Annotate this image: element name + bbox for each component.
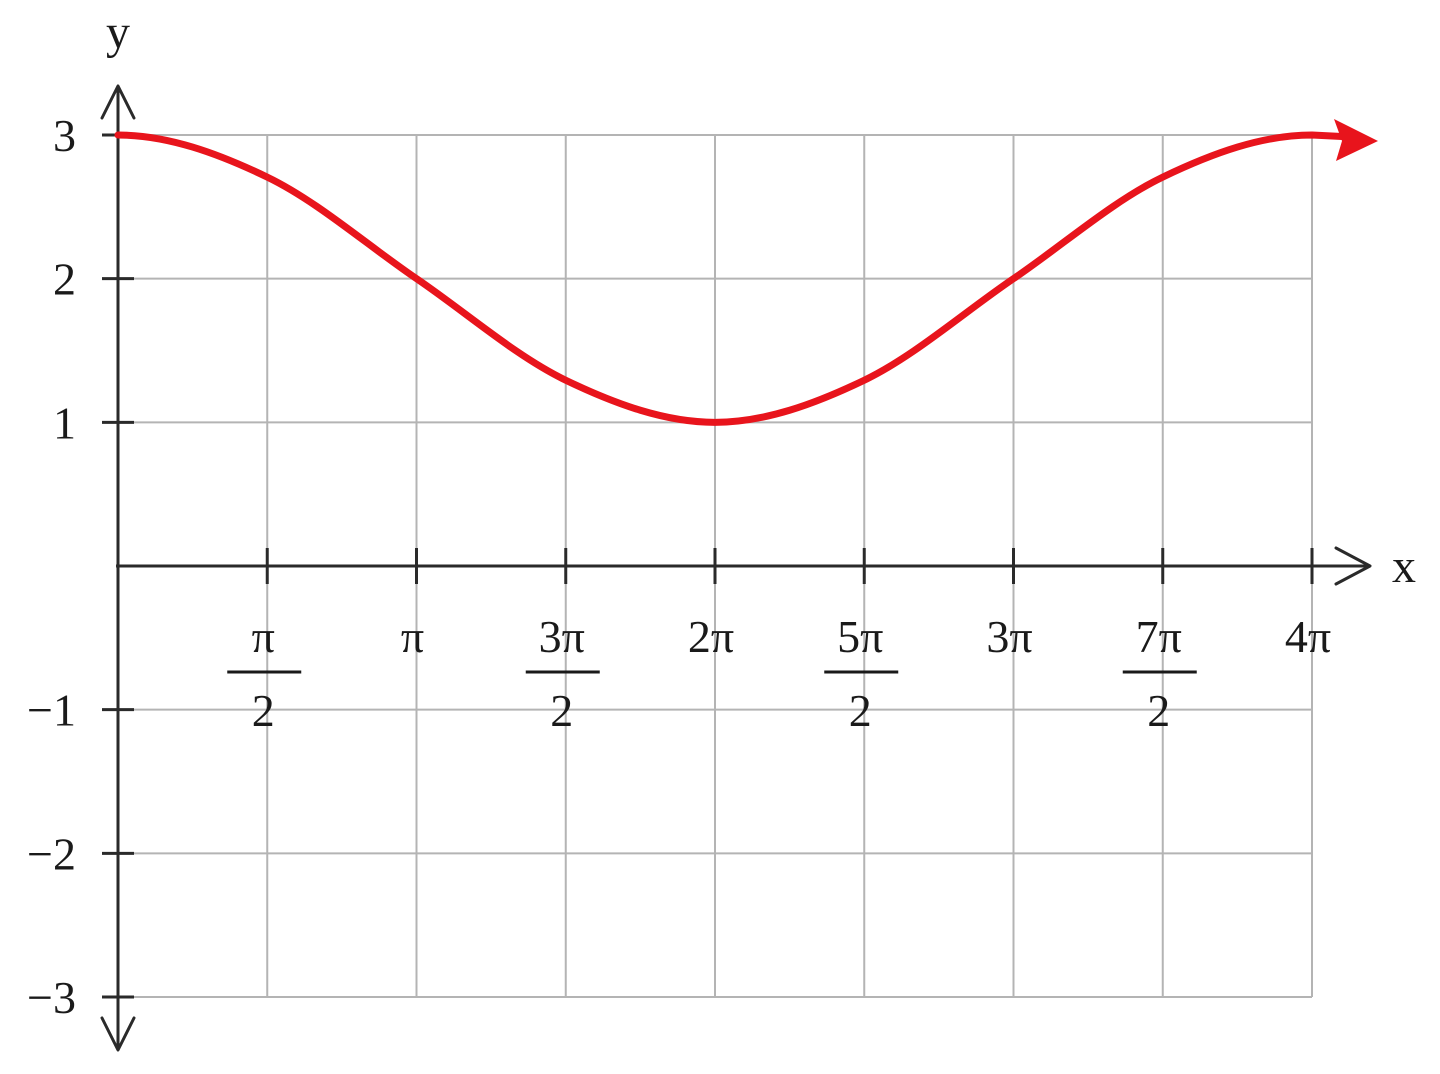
y-tick-label-2: 1	[53, 397, 76, 448]
x-tick-label-7: 4π	[1285, 611, 1331, 662]
y-tick-label-5: −3	[27, 972, 76, 1023]
series-point-0-0	[115, 132, 121, 138]
series-point-0-7	[1160, 174, 1166, 180]
series-point-0-8	[1309, 132, 1315, 138]
x-axis-arrow-icon	[1334, 546, 1372, 586]
x-tick-numerator-2: 3π	[539, 611, 585, 662]
series-layer	[114, 119, 1378, 426]
y-tick-label-1: 2	[53, 254, 76, 305]
series-point-0-2	[414, 276, 420, 282]
y-tick-label-0: 3	[53, 110, 76, 161]
series-point-0-4	[712, 419, 718, 425]
x-tick-numerator-6: 7π	[1136, 611, 1182, 662]
tick-marks	[102, 133, 1314, 999]
y-axis-label: y	[106, 6, 130, 59]
x-tick-denominator-2: 2	[550, 685, 573, 736]
series-point-0-6	[1011, 276, 1017, 282]
y-tick-label-4: −2	[27, 828, 76, 879]
x-tick-denominator-0: 2	[252, 685, 275, 736]
x-tick-label-3: 2π	[688, 611, 734, 662]
x-tick-denominator-6: 2	[1147, 685, 1170, 736]
y-axis-up-arrow-icon	[100, 84, 136, 120]
series-point-0-5	[861, 377, 867, 383]
x-tick-denominator-4: 2	[849, 685, 872, 736]
y-axis-down-arrow-icon	[100, 1016, 136, 1052]
series-arrow-icon-0	[1334, 119, 1378, 161]
x-tick-numerator-0: π	[252, 611, 275, 662]
x-tick-label-1: π	[401, 611, 424, 662]
x-tick-numerator-4: 5π	[837, 611, 883, 662]
series-point-0-1	[264, 174, 270, 180]
series-point-0-3	[563, 377, 569, 383]
axes: y x	[100, 6, 1416, 1052]
series-line-0	[114, 131, 1346, 426]
y-tick-label-3: −1	[27, 685, 76, 736]
x-tick-label-5: 3π	[986, 611, 1032, 662]
x-axis-label: x	[1392, 540, 1416, 593]
